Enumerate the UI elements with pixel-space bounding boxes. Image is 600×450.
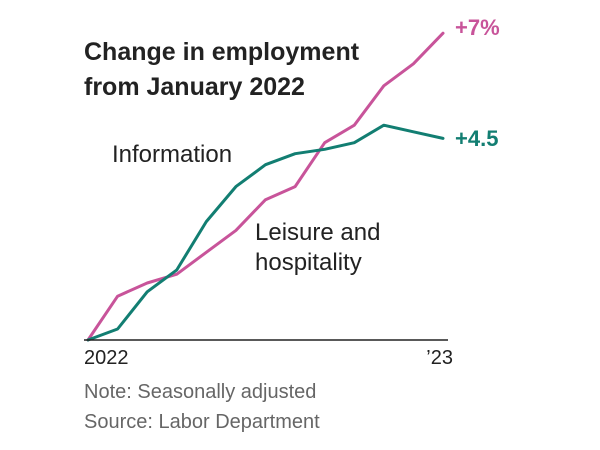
x-tick-label-start: 2022 (84, 347, 129, 369)
series-label-information: Information (112, 141, 232, 168)
series-label-leisure-line-1: Leisure and (255, 219, 380, 246)
end-label-leisure: +7% (455, 15, 500, 40)
chart-title-line-1: Change in employment (84, 38, 360, 66)
series-label-leisure-line-2: hospitality (255, 249, 362, 276)
series-line-leisure-and-hospitality (86, 31, 445, 342)
note-text: Note: Seasonally adjusted (84, 381, 316, 403)
source-text: Source: Labor Department (84, 411, 320, 433)
series-line-information (86, 123, 445, 342)
chart-title-line-2: from January 2022 (84, 73, 305, 101)
series-layer (86, 31, 445, 342)
x-tick-label-end: ’23 (426, 347, 453, 369)
end-label-information: +4.5 (455, 126, 498, 151)
